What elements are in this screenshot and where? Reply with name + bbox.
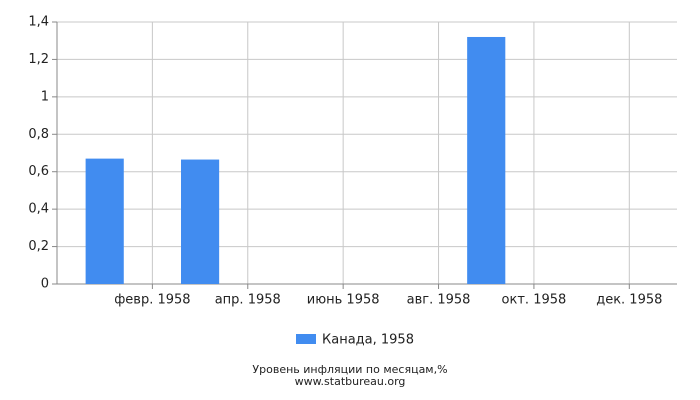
x-tick-label: окт. 1958 [502,293,567,308]
x-tick-label: апр. 1958 [215,293,281,308]
bar [85,158,124,284]
y-tick-label: 1,4 [28,15,49,30]
bar [467,36,506,284]
y-tick-label: 0,6 [28,164,49,179]
source: www.statbureau.org [295,375,406,388]
x-tick-label: авг. 1958 [407,293,471,308]
x-tick-label: июнь 1958 [307,293,380,308]
x-tick-label: февр. 1958 [114,293,190,308]
x-axis-title: Уровень инфляции по месяцам,% [252,363,447,376]
legend-swatch [296,334,316,344]
y-tick-label: 0,2 [28,239,49,254]
y-tick-label: 0,8 [28,127,49,142]
bar [181,159,220,284]
y-tick-label: 1 [41,89,49,104]
y-tick-label: 0,4 [28,202,49,217]
legend-label: Канада, 1958 [322,333,414,348]
y-tick-label: 0 [41,277,49,292]
y-tick-label: 1,2 [28,52,49,67]
x-tick-label: дек. 1958 [596,293,662,308]
